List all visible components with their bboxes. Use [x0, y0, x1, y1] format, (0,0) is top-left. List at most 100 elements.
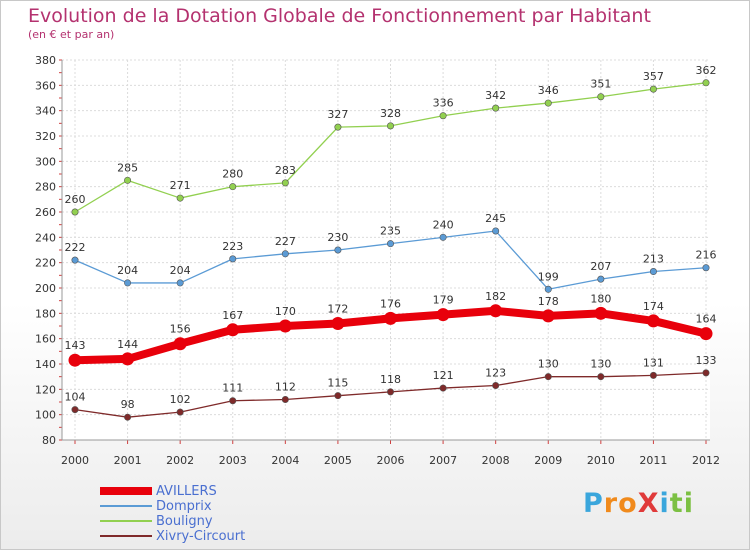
data-label: 204	[170, 264, 191, 277]
legend-swatch	[100, 487, 152, 495]
data-point	[594, 306, 608, 320]
data-point	[281, 179, 289, 187]
data-point	[702, 264, 710, 272]
data-label: 346	[538, 84, 559, 97]
x-tick-label: 2012	[692, 454, 720, 467]
data-label: 131	[643, 356, 664, 369]
data-point	[173, 337, 187, 351]
y-tick-label: 280	[35, 181, 56, 194]
data-label: 328	[380, 107, 401, 120]
data-point	[439, 233, 447, 241]
data-label: 182	[485, 290, 506, 303]
data-point	[649, 85, 657, 93]
y-tick-label: 320	[35, 130, 56, 143]
data-point	[597, 275, 605, 283]
chart-title: Evolution de la Dotation Globale de Fonc…	[28, 5, 651, 27]
data-label: 164	[696, 313, 717, 326]
data-point	[649, 371, 657, 379]
data-point	[71, 256, 79, 264]
data-label: 245	[485, 212, 506, 225]
data-point	[281, 395, 289, 403]
data-label: 223	[222, 240, 243, 253]
data-label: 176	[380, 297, 401, 310]
data-label: 240	[433, 218, 454, 231]
y-tick-label: 100	[35, 409, 56, 422]
data-point	[597, 93, 605, 101]
legend-swatch	[100, 505, 152, 507]
data-point	[541, 309, 555, 323]
data-point	[71, 208, 79, 216]
data-point	[121, 352, 135, 366]
data-label: 336	[433, 97, 454, 110]
data-point	[281, 250, 289, 258]
legend-label: AVILLERS	[156, 484, 217, 499]
data-label: 362	[696, 64, 717, 77]
x-tick-label: 2010	[587, 454, 615, 467]
data-label: 357	[643, 70, 664, 83]
data-label: 174	[643, 300, 664, 313]
data-point	[699, 327, 713, 341]
data-label: 342	[485, 89, 506, 102]
logo-letter: X	[637, 488, 660, 519]
data-point	[124, 413, 132, 421]
logo-letter: P	[583, 488, 604, 519]
logo-letter: r	[603, 488, 619, 519]
data-label: 280	[222, 168, 243, 181]
x-tick-label: 2000	[61, 454, 89, 467]
data-label: 133	[696, 354, 717, 367]
data-label: 143	[65, 339, 86, 352]
y-tick-label: 120	[35, 383, 56, 396]
y-tick-label: 300	[35, 155, 56, 168]
data-point	[439, 112, 447, 120]
data-label: 179	[433, 294, 454, 307]
x-tick-label: 2001	[114, 454, 142, 467]
data-label: 285	[117, 161, 138, 174]
data-point	[278, 319, 292, 333]
data-point	[334, 246, 342, 254]
data-label: 260	[65, 193, 86, 206]
data-label: 222	[65, 241, 86, 254]
data-point	[436, 308, 450, 322]
data-point	[176, 194, 184, 202]
x-tick-label: 2007	[429, 454, 457, 467]
data-label: 216	[696, 249, 717, 262]
data-label: 351	[590, 78, 611, 91]
data-point	[124, 176, 132, 184]
data-point	[544, 99, 552, 107]
data-label: 170	[275, 305, 296, 318]
data-point	[386, 122, 394, 130]
data-label: 104	[65, 391, 86, 404]
data-point	[492, 104, 500, 112]
x-tick-label: 2002	[166, 454, 194, 467]
data-label: 227	[275, 235, 296, 248]
chart-subtitle: (en € et par an)	[28, 28, 115, 41]
data-label: 167	[222, 309, 243, 322]
logo-letter: t	[669, 488, 684, 519]
data-point	[229, 183, 237, 191]
data-label: 271	[170, 179, 191, 192]
y-tick-label: 360	[35, 79, 56, 92]
data-label: 130	[538, 358, 559, 371]
data-label: 283	[275, 164, 296, 177]
x-tick-label: 2005	[324, 454, 352, 467]
y-tick-label: 140	[35, 358, 56, 371]
data-point	[492, 382, 500, 390]
y-tick-label: 340	[35, 105, 56, 118]
x-tick-label: 2009	[534, 454, 562, 467]
x-tick-label: 2004	[271, 454, 299, 467]
data-label: 230	[327, 231, 348, 244]
data-label: 121	[433, 369, 454, 382]
x-tick-label: 2011	[639, 454, 667, 467]
data-label: 123	[485, 367, 506, 380]
y-tick-label: 160	[35, 333, 56, 346]
legend-label: Domprix	[156, 499, 212, 514]
x-tick-label: 2003	[219, 454, 247, 467]
y-tick-label: 200	[35, 282, 56, 295]
logo-letter: o	[618, 488, 638, 519]
data-point	[68, 353, 82, 367]
data-point	[646, 314, 660, 328]
y-tick-label: 180	[35, 307, 56, 320]
legend-swatch	[100, 535, 152, 537]
data-label: 172	[327, 302, 348, 315]
